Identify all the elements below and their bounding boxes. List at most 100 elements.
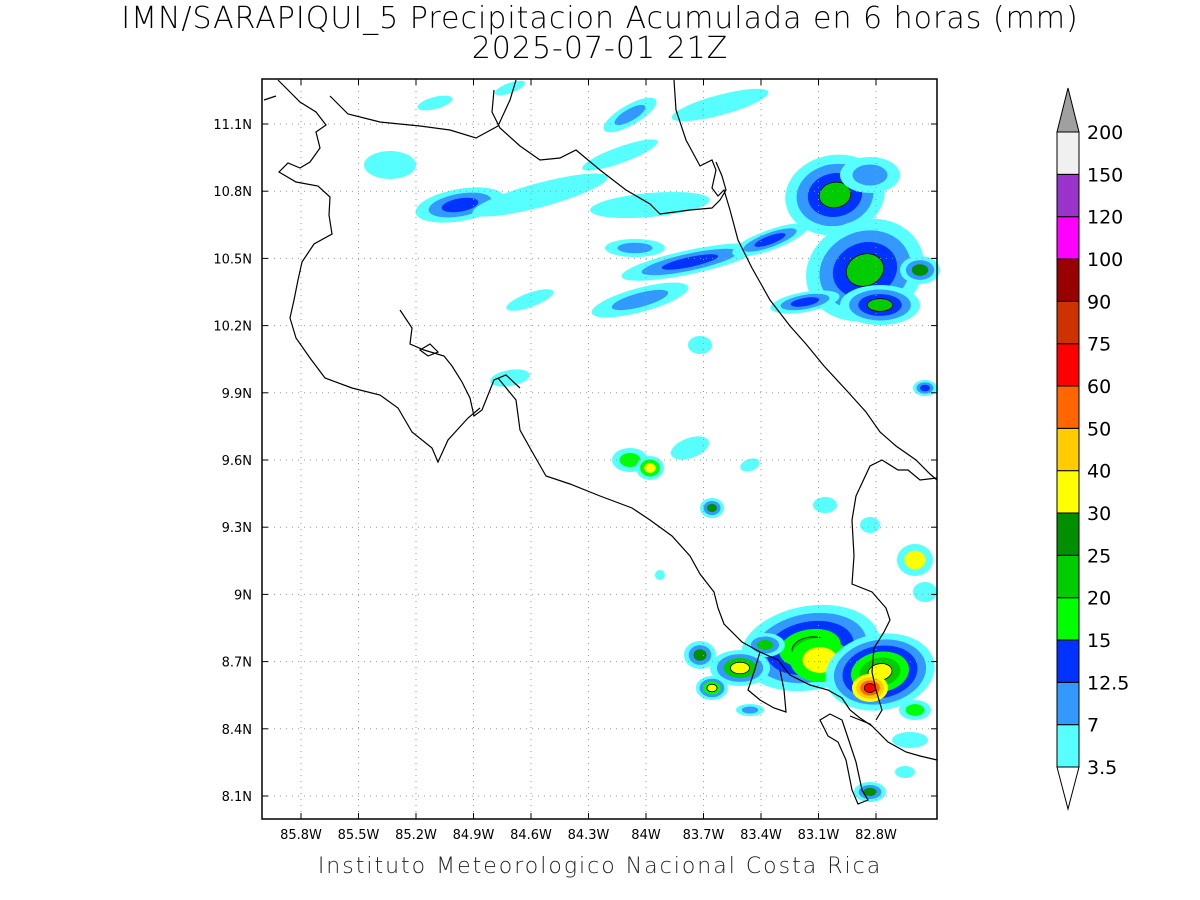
colorbar-min-arrow: [1056, 766, 1080, 811]
colorbar-label: 200: [1087, 122, 1123, 144]
coastline-caribbean: [673, 79, 938, 481]
lat-tick-label: 10.5N: [213, 252, 252, 267]
colorbar-swatch: [1056, 216, 1080, 260]
precip-cell: [644, 463, 656, 473]
coastline-gulf-nicoya: [399, 309, 521, 418]
coastline-burica: [819, 713, 869, 805]
precip-cell: [790, 297, 820, 307]
lon-tick-label: 84.3W: [568, 828, 610, 843]
colorbar-label: 75: [1087, 334, 1111, 356]
border-panama-south: [849, 715, 938, 761]
coastline-osa-peninsula: [747, 651, 787, 713]
precip-cell: [852, 164, 888, 186]
precip-cell: [506, 289, 554, 311]
precip-cell: [670, 436, 710, 460]
precipitation-layer: [364, 80, 940, 802]
precip-cell: [472, 173, 608, 217]
lat-tick-label: 8.7N: [222, 656, 252, 671]
precip-cell: [754, 233, 786, 247]
lat-tick-label: 8.4N: [222, 723, 252, 738]
lon-tick-label: 84.6W: [510, 828, 552, 843]
lon-tick-label: 83.7W: [683, 828, 725, 843]
colorbar-legend: 200 150 120 100 90 75 60 50 40 30 25 20 15 12.5 7 3.5: [1056, 87, 1129, 811]
coastline-pacific-central: [497, 377, 873, 727]
colorbar-swatch: [1056, 343, 1080, 387]
precip-cell: [617, 242, 653, 254]
precip-cell: [688, 336, 712, 354]
precip-cell: [494, 80, 526, 96]
coastline-layer: [263, 79, 938, 805]
colorbar-label: 150: [1087, 164, 1123, 186]
precip-cell: [904, 550, 926, 570]
precip-cell: [655, 570, 665, 580]
precip-cell: [706, 683, 718, 693]
precip-cell: [730, 661, 750, 675]
precip-cell: [611, 289, 669, 311]
colorbar-swatch: [1056, 258, 1080, 302]
lon-tick-label: 85.5W: [338, 828, 380, 843]
colorbar-swatch: [1056, 681, 1080, 726]
precip-cell: [818, 181, 852, 209]
colorbar-label: 50: [1087, 418, 1111, 440]
colorbar-swatch: [1056, 385, 1080, 429]
colorbar-label: 12.5: [1087, 672, 1129, 694]
colorbar-label: 15: [1087, 630, 1111, 652]
map-timestamp: 2025-07-01 21Z: [471, 31, 729, 66]
precip-cell: [364, 151, 416, 179]
lon-tick-label: 85.2W: [395, 828, 437, 843]
precip-cell: [911, 264, 929, 276]
colorbar-swatch: [1056, 597, 1080, 641]
precip-cell: [845, 253, 885, 287]
colorbar-swatch: [1056, 554, 1080, 599]
lon-tick-label: 85.8W: [280, 828, 322, 843]
precip-cell: [920, 384, 930, 392]
precip-cell: [661, 254, 719, 270]
lat-tick-label: 9N: [234, 588, 252, 603]
colorbar-swatch: [1056, 131, 1080, 175]
colorbar-swatch: [1056, 724, 1080, 768]
map-title: IMN/SARAPIQUI_5 Precipitacion Acumulada …: [121, 1, 1079, 36]
precip-cell: [895, 766, 915, 778]
precip-cell: [756, 640, 774, 650]
colorbar-swatch: [1056, 300, 1080, 345]
lat-tick-label: 10.2N: [213, 320, 252, 335]
colorbar-swatch: [1056, 639, 1080, 683]
precip-cell: [590, 191, 710, 219]
colorbar-swatch: [1056, 470, 1080, 514]
colorbar-label: 40: [1087, 461, 1111, 483]
precip-cell: [619, 453, 641, 467]
colorbar-label: 60: [1087, 376, 1111, 398]
coastline-nicaragua-north: [277, 79, 481, 464]
lon-tick-label: 82.8W: [855, 828, 897, 843]
precip-cell: [741, 706, 759, 714]
precip-cell: [740, 458, 760, 472]
colorbar-max-arrow: [1056, 87, 1080, 133]
precip-cell: [905, 704, 925, 716]
precip-cell: [582, 139, 658, 171]
lon-tick-label: 84W: [631, 828, 661, 843]
colorbar-label: 30: [1087, 503, 1111, 525]
footer-credit: Instituto Meteorologico Nacional Costa R…: [317, 854, 883, 879]
lat-tick-label: 10.8N: [213, 185, 252, 200]
precip-cell: [863, 683, 877, 693]
colorbar-swatch: [1056, 512, 1080, 556]
lon-tick-label: 84.9W: [453, 828, 495, 843]
colorbar-label: 120: [1087, 207, 1123, 229]
colorbar-label: 90: [1087, 291, 1111, 313]
map-frame: [261, 78, 938, 820]
lat-tick-label: 9.6N: [222, 454, 252, 469]
precip-cell: [892, 732, 928, 748]
colorbar-label: 20: [1087, 588, 1111, 610]
colorbar-swatch: [1056, 427, 1080, 472]
lon-tick-label: 83.4W: [740, 828, 782, 843]
precip-cell: [441, 197, 479, 213]
lon-tick-label: 83.1W: [798, 828, 840, 843]
colorbar-label: 100: [1087, 249, 1123, 271]
island-chira: [418, 343, 440, 357]
precip-cell: [813, 497, 837, 513]
border-costarica-panama: [851, 459, 938, 721]
coastline-lake-nicaragua: [263, 79, 517, 139]
precip-cell: [863, 787, 877, 797]
colorbar-label: 3.5: [1087, 757, 1117, 779]
precip-cell: [860, 517, 880, 533]
